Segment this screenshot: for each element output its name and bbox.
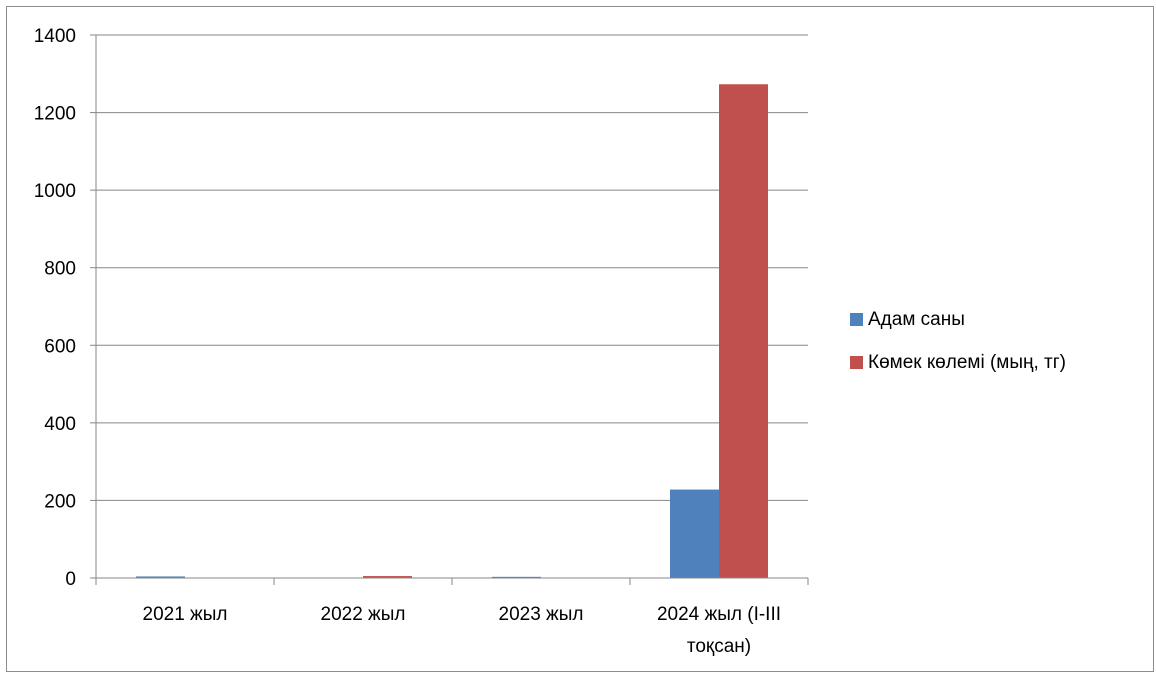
x-tick-label: тоқсан) [687,636,751,657]
bars [136,84,768,578]
y-tick-label: 600 [44,336,76,357]
bar [492,576,541,578]
legend-label-series-2: Көмек көлемі (мың, тг) [868,351,1067,373]
y-tick-label: 800 [44,259,76,280]
axis-labels: 0 200 400 600 800 1000 1200 1400 2021 жыл 2022 жы… [34,26,781,657]
bar [363,576,412,578]
bar [719,84,768,578]
y-tick-label: 1000 [34,181,76,202]
chart-frame [6,6,1154,672]
legend-item-series-1: Адам саны [850,306,1066,333]
x-tick-label: 2024 жыл (I-III [657,604,781,625]
y-tick-label: 0 [65,569,76,590]
legend-swatch-series-2 [850,356,863,369]
bar [670,489,719,578]
x-tick-label: 2021 жыл [143,604,228,625]
axes [90,34,809,585]
legend-swatch-series-1 [850,313,863,326]
y-tick-label: 1400 [34,26,76,47]
grid-lines [96,34,808,501]
legend: Адам саны Көмек көлемі (мың, тг) [850,306,1066,392]
legend-item-series-2: Көмек көлемі (мың, тг) [850,349,1066,376]
y-tick-label: 200 [44,491,76,512]
y-tick-label: 400 [44,414,76,435]
bar [136,576,185,578]
legend-label-series-1: Адам саны [868,308,965,330]
x-tick-label: 2023 жыл [499,604,584,625]
x-tick-label: 2022 жыл [321,604,406,625]
y-tick-label: 1200 [34,104,76,125]
